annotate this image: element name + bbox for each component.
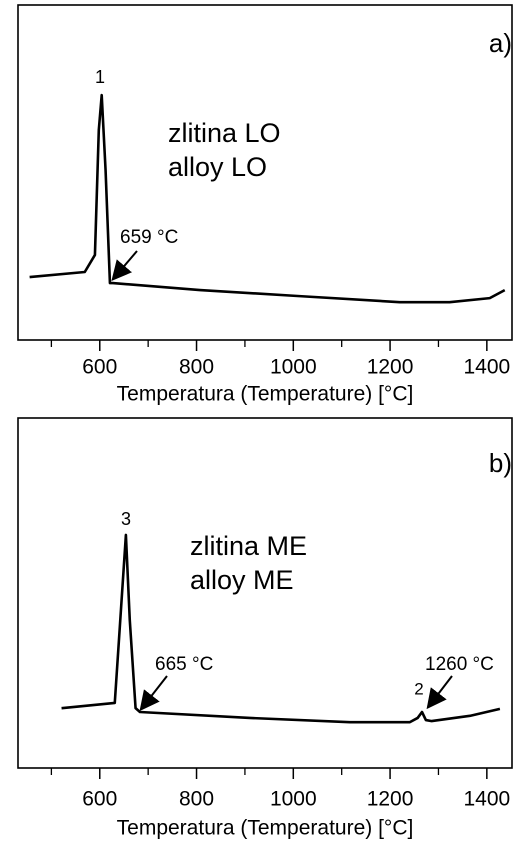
x-axis-label: Temperatura (Temperature) [°C]	[117, 383, 414, 406]
plot-frame	[17, 417, 513, 769]
x-axis-label: Temperatura (Temperature) [°C]	[117, 817, 414, 840]
annotation: 3	[121, 509, 131, 529]
x-tick-label: 1200	[367, 788, 414, 811]
x-tick-label: 1400	[463, 356, 510, 379]
x-tick-label: 800	[179, 788, 214, 811]
annotation: 665 °C	[155, 654, 213, 675]
x-tick-label: 1400	[463, 788, 510, 811]
data-line	[61, 533, 501, 724]
annotation: 659 °C	[120, 227, 178, 248]
annotation: 1	[95, 67, 105, 87]
annotation-arrow	[139, 675, 168, 712]
annotation: alloy ME	[190, 565, 294, 595]
annotation-arrow	[426, 675, 453, 710]
x-tick-label: 600	[82, 356, 117, 379]
annotation: a)	[489, 28, 512, 58]
annotation: zlitina ME	[190, 531, 307, 561]
annotation: b)	[489, 448, 512, 478]
data-line	[29, 93, 506, 304]
x-tick-label: 1000	[270, 356, 317, 379]
x-tick-label: 800	[179, 356, 214, 379]
annotation: zlitina LO	[168, 118, 281, 148]
x-tick-label: 600	[82, 788, 117, 811]
annotation-arrow	[111, 250, 138, 282]
x-tick-label: 1200	[367, 356, 414, 379]
annotation: alloy LO	[168, 152, 267, 182]
x-tick-label: 1000	[270, 788, 317, 811]
plot-frame	[17, 4, 513, 341]
annotation: 2	[414, 679, 423, 698]
annotation: 1260 °C	[425, 654, 494, 675]
